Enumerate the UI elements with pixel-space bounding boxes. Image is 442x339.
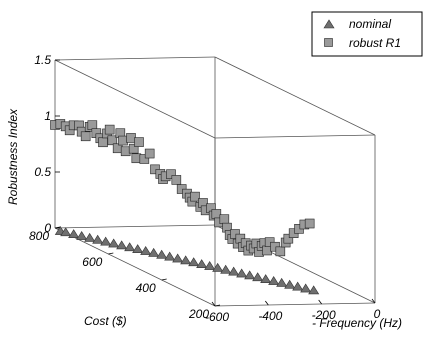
- data-point-robust: [98, 137, 108, 148]
- x-axis-label: - Frequency (Hz): [312, 316, 402, 330]
- legend-label-nominal: nominal: [349, 17, 391, 31]
- data-point-nominal: [292, 281, 304, 291]
- data-point-nominal: [220, 264, 232, 274]
- data-point-nominal: [100, 236, 112, 246]
- legend-box: [311, 11, 423, 57]
- data-point-nominal: [308, 285, 320, 295]
- data-point-nominal: [260, 274, 272, 284]
- data-point-robust: [134, 137, 144, 147]
- x-tick-label: -600: [205, 310, 229, 324]
- data-point-robust: [128, 143, 139, 154]
- data-point-nominal: [180, 255, 192, 265]
- box-edge: [54, 59, 216, 139]
- data-point-nominal: [268, 276, 280, 285]
- y-tick-label: 800: [29, 229, 49, 243]
- y-tick-mark: [108, 252, 114, 255]
- data-point-nominal: [92, 234, 104, 244]
- data-point-robust: [107, 135, 118, 146]
- box-edge: [214, 302, 376, 307]
- z-tick-label: 1: [44, 109, 51, 123]
- data-point-robust: [139, 154, 150, 164]
- data-point-nominal: [124, 242, 136, 252]
- data-point-robust: [120, 146, 131, 157]
- data-point-nominal: [284, 279, 296, 289]
- y-tick-mark: [214, 304, 221, 307]
- y-tick-label: 400: [136, 281, 156, 295]
- data-point-nominal: [156, 249, 168, 259]
- data-point-nominal: [196, 259, 208, 269]
- data-point-robust: [275, 246, 286, 257]
- data-point-robust: [144, 148, 155, 159]
- data-point-nominal: [228, 266, 240, 276]
- data-point-nominal: [172, 253, 184, 263]
- data-point-robust: [131, 153, 142, 164]
- x-tick-label: 0: [374, 307, 381, 321]
- x-tick-label: -200: [312, 308, 336, 322]
- y-axis-label: Cost ($): [84, 314, 127, 328]
- data-point-nominal: [188, 257, 200, 267]
- data-point-nominal: [132, 244, 144, 254]
- data-point-nominal: [252, 272, 264, 282]
- y-tick-label: 600: [82, 255, 102, 269]
- data-point-nominal: [76, 231, 88, 240]
- data-point-nominal: [300, 283, 312, 293]
- data-point-robust: [166, 169, 176, 180]
- data-point-nominal: [212, 262, 224, 272]
- data-point-nominal: [68, 229, 80, 239]
- data-point-robust: [118, 135, 128, 146]
- y-tick-mark: [161, 278, 167, 281]
- data-point-nominal: [108, 238, 120, 248]
- box-edge: [54, 56, 216, 61]
- data-point-nominal: [204, 261, 216, 270]
- data-point-robust: [171, 175, 182, 185]
- z-tick-label: 1.5: [34, 53, 51, 67]
- data-point-nominal: [244, 270, 256, 280]
- data-point-nominal: [236, 268, 248, 278]
- data-point-robust: [104, 124, 115, 135]
- box-edge: [54, 224, 216, 229]
- legend: nominal robust R1: [311, 11, 423, 57]
- series-square: [50, 119, 315, 257]
- data-point-nominal: [116, 240, 128, 250]
- data-point-robust: [190, 191, 200, 202]
- z-tick-label: 0: [44, 221, 51, 235]
- x-tick-mark: [371, 298, 376, 304]
- data-point-nominal: [164, 251, 176, 261]
- legend-marker-robust: [324, 38, 333, 47]
- data-point-robust: [87, 120, 98, 130]
- data-point-nominal: [60, 227, 72, 237]
- box-edge: [214, 56, 376, 136]
- data-point-robust: [80, 131, 91, 142]
- data-point-robust: [262, 245, 272, 256]
- data-point-robust: [304, 218, 315, 229]
- data-point-nominal: [148, 247, 160, 257]
- series-triangle: [54, 226, 320, 295]
- legend-label-robust: robust R1: [349, 36, 401, 50]
- data-points: [50, 119, 320, 295]
- x-tick-mark: [265, 300, 269, 306]
- axis-ticks: 0 0.5 1 1.5 200 400 600 800 -600 -400 -200 0: [29, 53, 381, 324]
- z-tick-label: 0.5: [34, 165, 51, 179]
- x-tick-mark: [211, 301, 216, 307]
- legend-marker-nominal: [323, 19, 335, 29]
- x-tick-mark: [318, 299, 322, 305]
- data-point-robust: [211, 209, 222, 219]
- box-edge: [54, 227, 216, 307]
- data-point-nominal: [140, 246, 152, 255]
- z-axis-label: Robustness Index: [6, 108, 20, 205]
- data-point-robust: [126, 133, 136, 143]
- box-edge: [214, 134, 376, 139]
- data-point-robust: [283, 233, 294, 244]
- data-point-nominal: [84, 232, 96, 242]
- data-point-nominal: [276, 277, 288, 287]
- x-tick-label: -400: [258, 309, 282, 323]
- y-tick-mark: [54, 226, 61, 229]
- data-point-robust: [219, 214, 230, 224]
- y-tick-label: 200: [188, 307, 209, 321]
